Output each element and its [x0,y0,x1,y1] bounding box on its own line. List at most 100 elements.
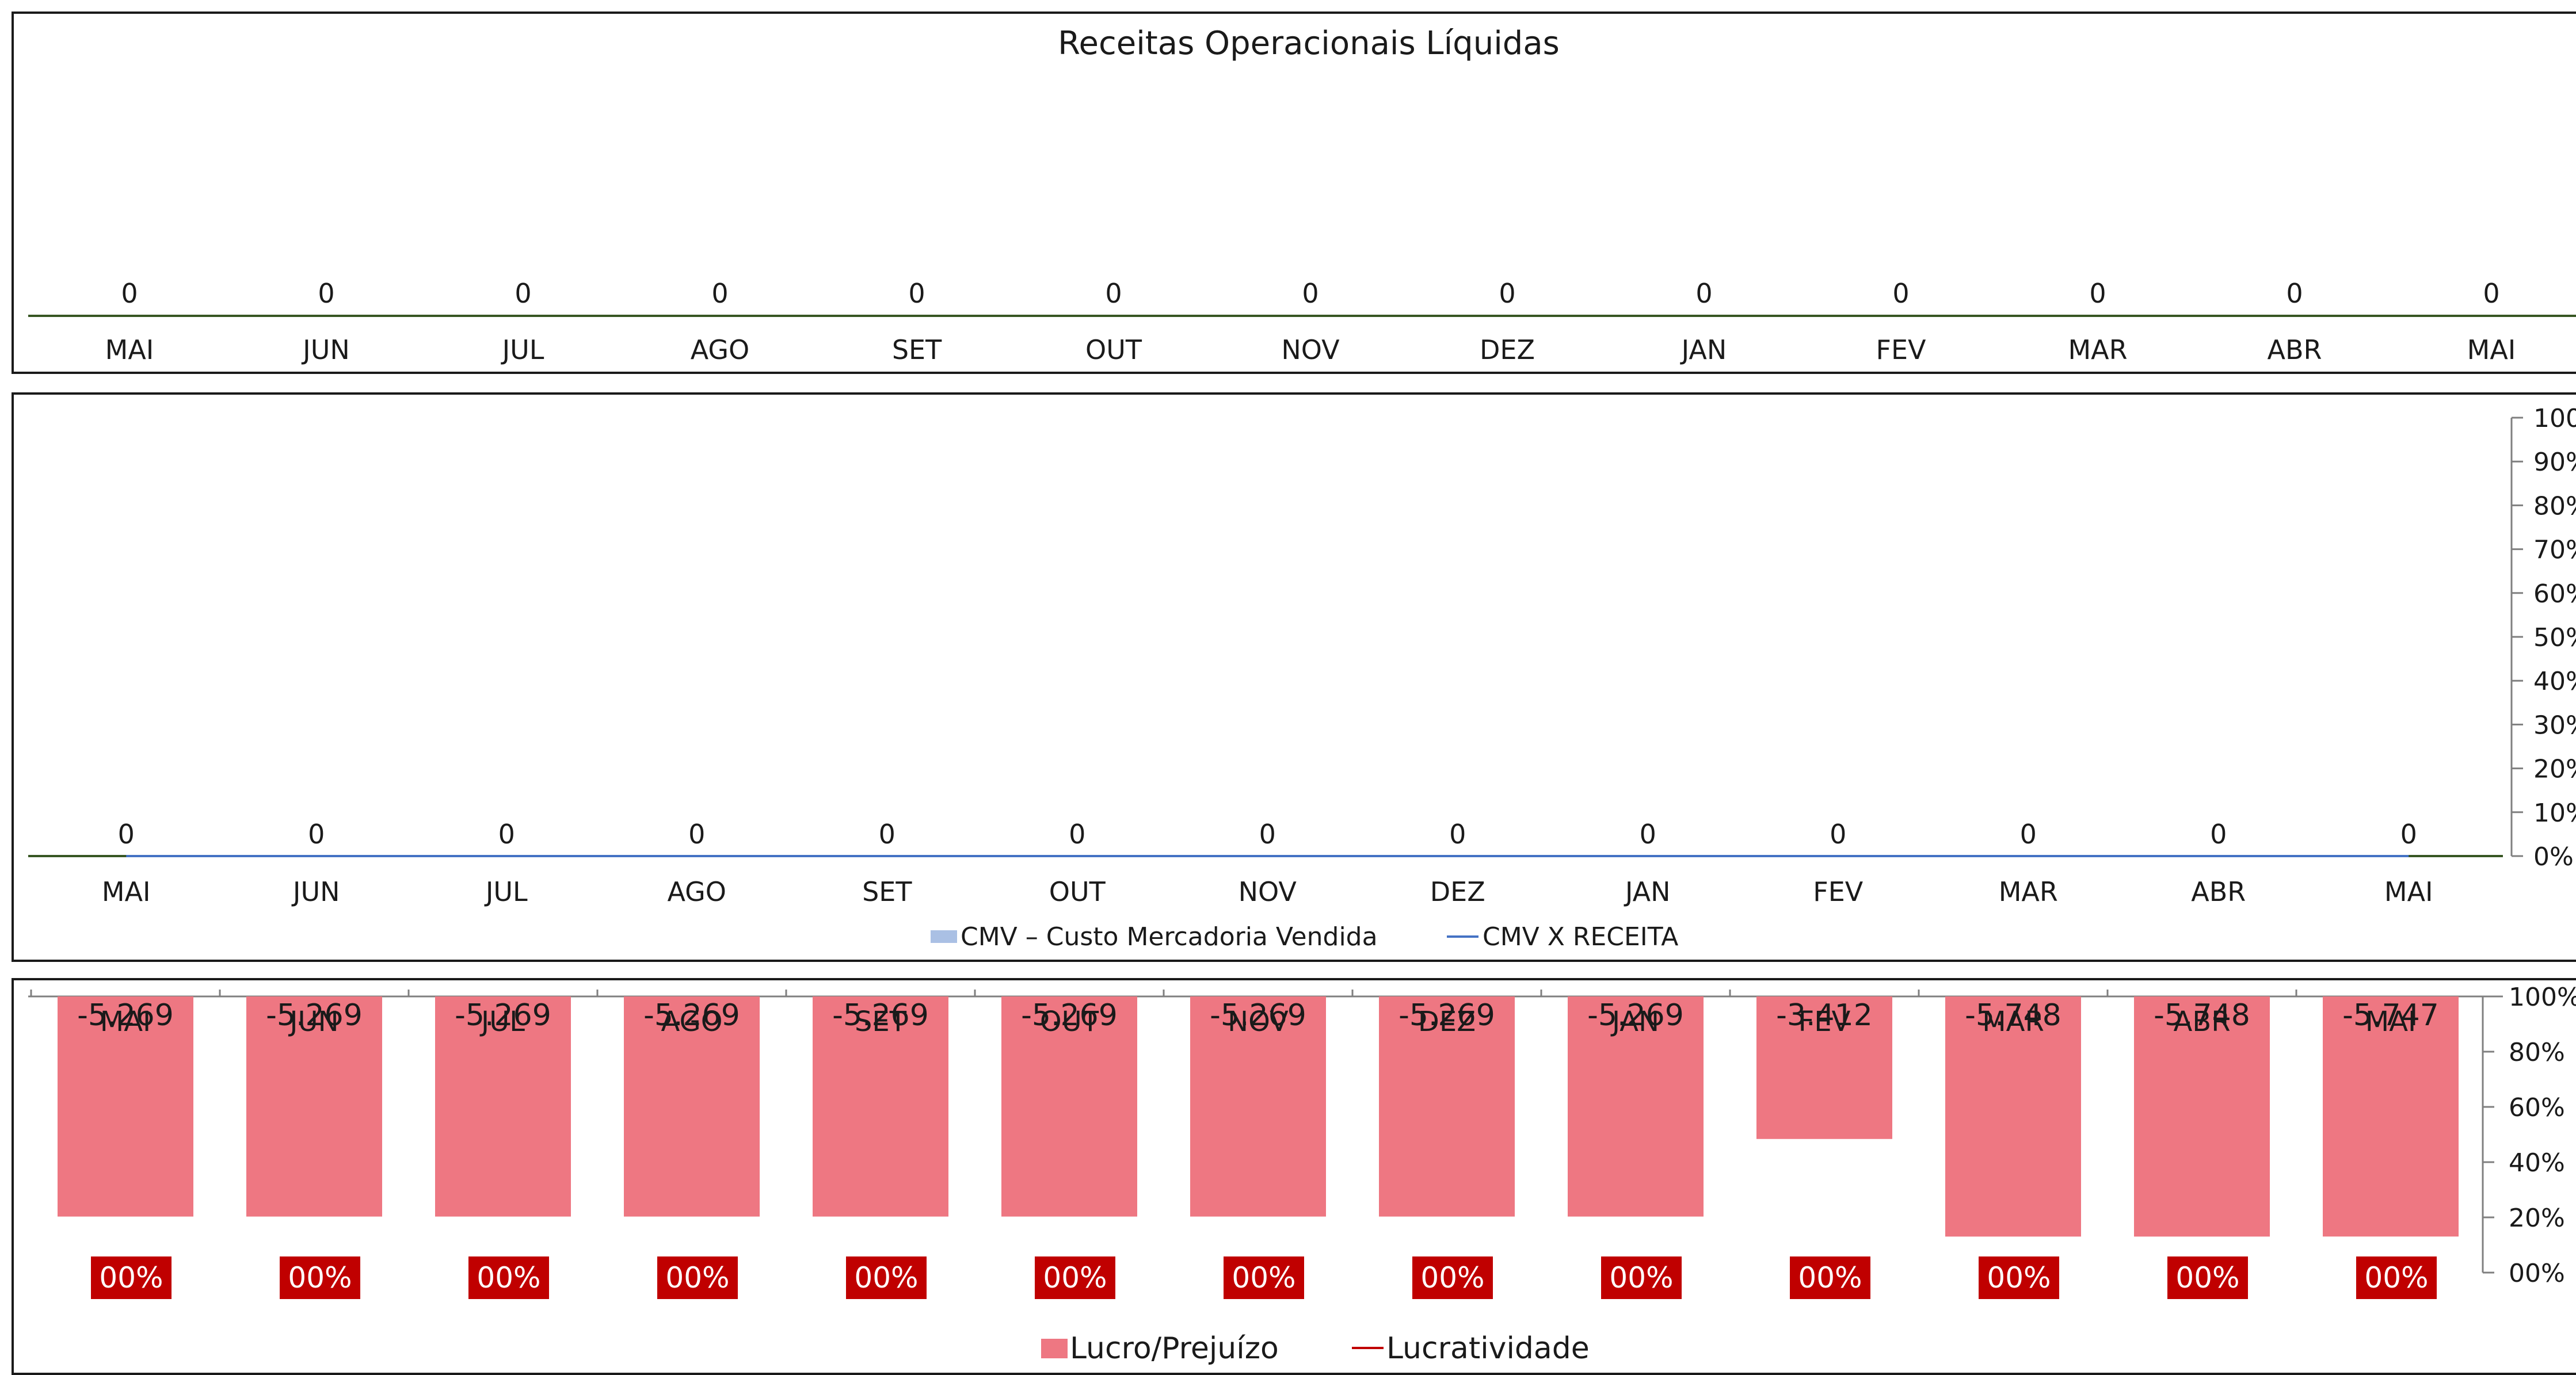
data-label: 0 [1499,278,1515,309]
x-tick-label: ABR [2268,334,2322,365]
line-data-label: 00% [1609,1261,1673,1294]
x-tick-label: MAI [2384,876,2433,907]
data-label: 0 [515,278,531,309]
chart-cmv-svg: 0% 10% 20% 30% 40% 50% 60% 70% 80% 90% 100% 0 MAI 0 JU… [28,404,2576,952]
y2-tick-label: 60% [2533,579,2576,609]
bar [2323,996,2459,1237]
line-data-label: 00% [1987,1261,2051,1294]
data-label: 0 [1695,278,1712,309]
bar [2134,996,2270,1237]
data-label: -5.269 [832,998,929,1033]
y2-tick-label: 30% [2533,711,2576,740]
x-tick-label: AGO [667,876,726,907]
x-tick-label: MAR [1999,876,2058,907]
data-label: 0 [318,278,334,309]
y2-tick-label: 20% [2533,755,2576,784]
x-tick-label: MAI [105,334,154,365]
legend-label-cmv-x-receita: CMV X RECEITA [1483,922,1678,952]
x-tick-label: FEV [1798,1006,1851,1038]
x-tick-label: OUT [1040,1006,1099,1038]
y2-tick-label: 00% [2509,1259,2565,1288]
line-data-label: 00% [854,1261,918,1294]
bar [813,996,948,1217]
x-tick-label: MAI [102,876,151,907]
legend-swatch-cmv [931,930,957,943]
line-label-box [1790,1256,1870,1299]
x-tick-label: SET [892,334,942,365]
x-tick-label: OUT [1085,334,1142,365]
line-data-label: 00% [1232,1261,1295,1294]
data-label: 0 [121,278,138,309]
y2-tick-label: 60% [2509,1093,2565,1122]
line-data-label: 00% [2364,1261,2428,1294]
y2-tick-label: 80% [2509,1038,2565,1067]
line-label-box [91,1256,172,1299]
x-tick-label: JAN [1624,876,1671,907]
x-tick-label: AGO [661,1006,723,1038]
data-label: -5.748 [2154,998,2250,1033]
x-tick-label: SET [862,876,912,907]
bar [624,996,760,1217]
x-tick-label: JUL [479,1006,525,1038]
data-label: -5.747 [2342,998,2439,1033]
data-label: 0 [1069,819,1085,850]
x-tick-label: DEZ [1418,1006,1476,1038]
bar [1190,996,1326,1217]
y2-tick-label: 90% [2533,448,2576,477]
x-tick-label: SET [855,1006,907,1038]
x-tick-label: JUN [291,876,340,907]
line-label-box [1979,1256,2059,1299]
line-data-label: 00% [288,1261,352,1294]
data-label: 0 [908,278,925,309]
data-label: 0 [308,819,325,850]
data-label: 0 [1449,819,1466,850]
line-label-box [657,1256,738,1299]
data-label: 0 [688,819,705,850]
y2-tick-label: 40% [2509,1148,2565,1178]
data-label: 0 [2286,278,2303,309]
bar [1379,996,1515,1217]
data-label: -5.269 [1021,998,1118,1033]
data-label: -5.269 [266,998,363,1033]
y2-tick-label: 20% [2509,1204,2565,1233]
data-label: 0 [1892,278,1909,309]
data-label: 0 [2400,819,2417,850]
x-tick-label: JUL [501,334,544,365]
bar [246,996,382,1217]
y2-tick-label: 10% [2533,799,2576,828]
y2-tick-label: 0% [2533,842,2574,872]
data-label: 0 [1105,278,1122,309]
chart-lucro: 00% 20% 40% 60% 80% 100% MAI -5.269 00% JUN -5.269… [12,978,2576,1375]
x-tick-label: DEZ [1480,334,1535,365]
bar [435,996,571,1217]
data-label: -5.269 [77,998,174,1033]
legend-label-lucro: Lucro/Prejuízo [1070,1331,1279,1366]
line-data-label: 00% [1798,1261,1862,1294]
y2-tick-label: 80% [2533,491,2576,521]
data-label: 0 [879,819,895,850]
y2-tick-label: 50% [2533,623,2576,652]
x-tick-label: MAR [1982,1006,2044,1038]
line-label-box [1601,1256,1682,1299]
line-label-box [1224,1256,1304,1299]
x-tick-label: AGO [691,334,750,365]
bar [1568,996,1704,1217]
line-data-label: 00% [1420,1261,1484,1294]
data-label: -5.269 [1398,998,1495,1033]
data-label: -5.269 [455,998,551,1033]
x-tick-label: NOV [1239,876,1297,907]
x-tick-label: NOV [1281,334,1340,365]
legend-label-cmv: CMV – Custo Mercadoria Vendida [961,922,1378,952]
chart-lucro-svg: 00%20%40%60%80%100%MAI-5.26900%JUN-5.269… [28,983,2576,1366]
x-tick-label: JUN [301,334,350,365]
data-label: 0 [498,819,515,850]
data-label: -5.748 [1965,998,2061,1033]
y2-tick-label: 100% [2533,404,2576,433]
x-tick-label: OUT [1049,876,1106,907]
data-label: -5.269 [643,998,740,1033]
data-label: 0 [1302,278,1319,309]
y2-tick-label: 100% [2509,983,2576,1012]
data-label: -3.412 [1776,998,1873,1033]
line-label-box [2356,1256,2437,1299]
data-label: 0 [118,819,135,850]
